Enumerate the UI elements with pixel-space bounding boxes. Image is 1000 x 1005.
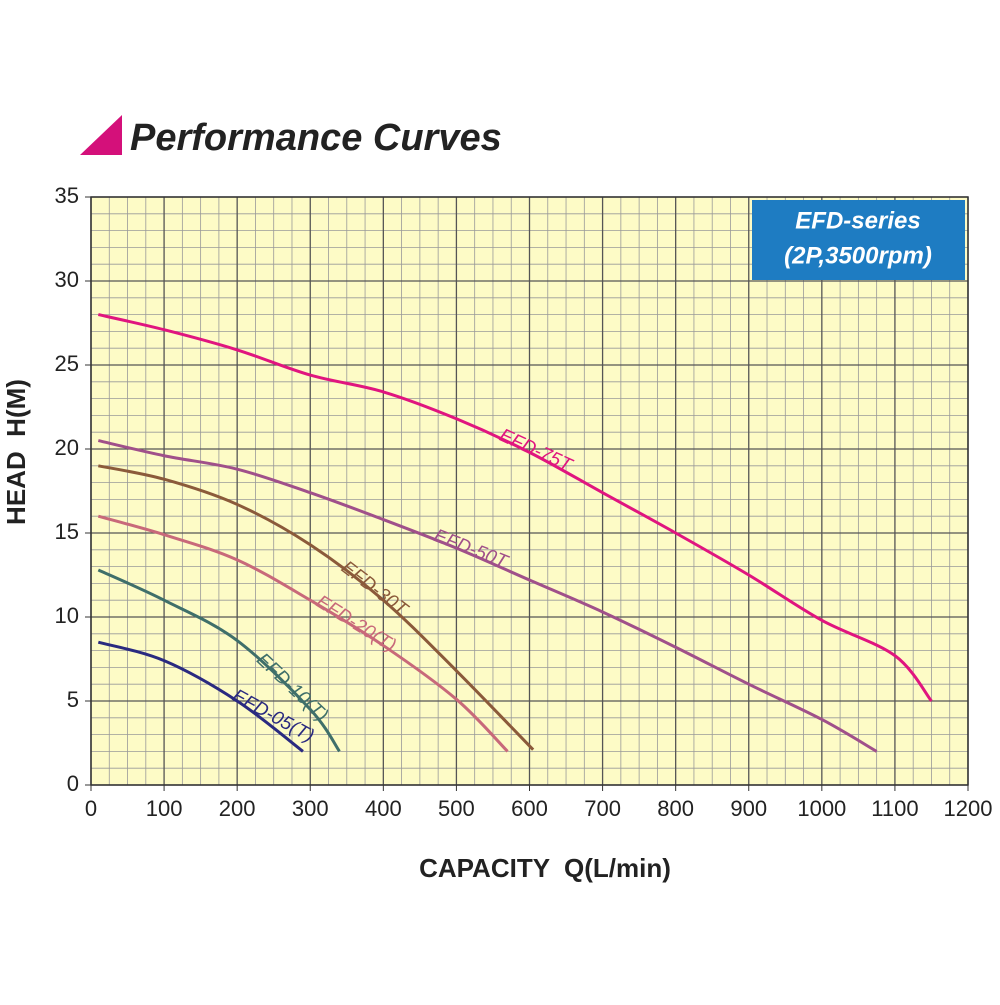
y-tick-label: 20 bbox=[55, 435, 79, 460]
y-tick-label: 30 bbox=[55, 267, 79, 292]
curve bbox=[97, 439, 878, 753]
y-tick-label: 10 bbox=[55, 603, 79, 628]
curve bbox=[97, 640, 304, 753]
y-tick-label: 25 bbox=[55, 351, 79, 376]
curve bbox=[97, 313, 933, 702]
plot-border bbox=[90, 196, 969, 786]
info-box bbox=[752, 200, 965, 280]
x-tick-label: 1000 bbox=[797, 796, 846, 821]
x-tick-label: 700 bbox=[584, 796, 621, 821]
curve bbox=[97, 568, 341, 753]
y-axis-label: HEAD H(M) bbox=[1, 379, 31, 525]
x-tick-label: 1100 bbox=[871, 796, 918, 821]
x-tick-label: 500 bbox=[438, 796, 475, 821]
x-tick-label: 300 bbox=[292, 796, 329, 821]
x-tick-label: 800 bbox=[657, 796, 694, 821]
x-tick-label: 900 bbox=[730, 796, 767, 821]
x-axis-label: CAPACITY Q(L/min) bbox=[419, 853, 671, 883]
x-tick-label: 600 bbox=[511, 796, 548, 821]
x-tick-label: 0 bbox=[85, 796, 97, 821]
curve bbox=[98, 464, 535, 751]
y-tick-label: 0 bbox=[67, 771, 79, 796]
title-icon bbox=[80, 115, 122, 155]
x-tick-label: 200 bbox=[219, 796, 256, 821]
chart-title: Performance Curves bbox=[130, 117, 502, 159]
x-tick-label: 100 bbox=[146, 796, 183, 821]
y-tick-label: 15 bbox=[55, 519, 79, 544]
x-tick-label: 1200 bbox=[944, 796, 993, 821]
x-tick-label: 400 bbox=[365, 796, 402, 821]
y-tick-label: 35 bbox=[55, 183, 79, 208]
info-box-text: (2P,3500rpm) bbox=[784, 242, 932, 269]
curve bbox=[97, 514, 509, 753]
y-tick-label: 5 bbox=[67, 687, 79, 712]
info-box-text: EFD-series bbox=[795, 207, 920, 234]
